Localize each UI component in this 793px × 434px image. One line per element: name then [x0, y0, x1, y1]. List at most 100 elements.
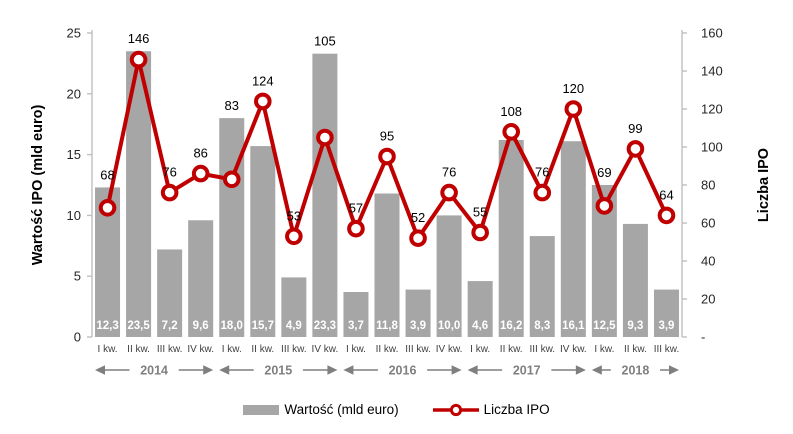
right-axis-tick-label: 140 — [701, 64, 723, 79]
year-arrowhead-right-icon — [451, 365, 462, 375]
bar-value-label: 7,2 — [162, 320, 178, 332]
bar-value-label: 8,3 — [534, 320, 550, 332]
left-axis-tick-label: 25 — [67, 26, 81, 41]
quarter-label: I kw. — [98, 344, 118, 355]
bar-value-label: 18,0 — [221, 320, 243, 332]
year-label: 2014 — [140, 364, 168, 378]
bar — [467, 281, 493, 337]
bar — [436, 215, 462, 337]
line-value-labels: 68 146 76 86 83 124 53 105 57 95 52 76 55 108 76 120 69 9… — [100, 31, 673, 225]
bar-value-label: 15,7 — [252, 320, 274, 332]
line-marker — [502, 123, 521, 141]
line-value-label: 57 — [349, 201, 363, 216]
bar — [157, 249, 183, 337]
line-marker — [564, 100, 583, 118]
line-marker — [285, 227, 303, 246]
bar — [653, 289, 679, 337]
bar — [250, 146, 276, 337]
bar — [312, 53, 338, 338]
year-arrowhead-right-icon — [575, 365, 586, 375]
line-marker — [129, 50, 148, 69]
left-axis-tick-label: 20 — [67, 86, 81, 101]
quarter-label: I kw. — [594, 344, 614, 355]
year-arrowhead-right-icon — [327, 365, 338, 375]
bar — [374, 193, 400, 337]
line-value-label: 86 — [193, 146, 207, 161]
bar-value-label: 10,0 — [438, 320, 460, 332]
year-label: 2017 — [513, 364, 541, 378]
quarter-label: I kw. — [470, 344, 490, 355]
line-value-label: 76 — [442, 165, 456, 180]
line-value-label: 124 — [252, 73, 274, 88]
bar-value-label: 16,2 — [500, 320, 522, 332]
quarter-label: IV kw. — [560, 344, 587, 355]
right-axis-tick-label: 160 — [701, 26, 723, 41]
line-marker — [471, 223, 489, 242]
bar-value-label: 9,6 — [193, 320, 209, 332]
bar — [343, 292, 369, 337]
bars-series — [95, 51, 679, 338]
left-axis-tick-label: 0 — [74, 330, 81, 345]
quarter-label: II kw. — [127, 344, 150, 355]
quarter-label: IV kw. — [436, 344, 463, 355]
year-arrowhead-right-icon — [669, 365, 679, 375]
bar — [281, 277, 307, 337]
line-value-label: 99 — [628, 121, 642, 136]
line-value-label: 83 — [225, 98, 239, 113]
bar — [498, 140, 524, 337]
bar-value-label: 12,5 — [593, 320, 616, 332]
bar-value-label: 11,8 — [376, 320, 398, 332]
year-arrowhead-left-icon — [343, 365, 354, 375]
bar — [560, 141, 586, 337]
quarter-label: II kw. — [624, 344, 647, 355]
line-value-label: 52 — [411, 210, 425, 225]
line-value-label: 146 — [128, 31, 150, 46]
quarter-label: III kw. — [654, 344, 680, 355]
line-marker — [253, 92, 272, 111]
bar — [405, 289, 431, 337]
quarter-label: IV kw. — [187, 344, 214, 355]
year-label: 2015 — [264, 364, 292, 378]
quarter-label: IV kw. — [312, 344, 339, 355]
line-marker — [626, 140, 645, 158]
right-axis-tick-label: 20 — [701, 292, 715, 307]
right-axis-tick-label: 80 — [701, 178, 715, 193]
year-arrowhead-left-icon — [219, 365, 230, 375]
bar-value-labels: 12,3 23,5 7,2 9,6 18,0 15,7 4,9 23,3 3,7 11,8 3,9 1… — [96, 320, 674, 332]
quarter-label: III kw. — [529, 344, 555, 355]
legend-item-value: Wartość (mld euro) — [243, 402, 399, 417]
bar — [219, 118, 245, 338]
line-marker — [595, 197, 614, 215]
quarter-label: III kw. — [405, 344, 431, 355]
bar-value-label: 23,3 — [314, 320, 336, 332]
left-axis-tick-label: 15 — [67, 147, 81, 162]
year-groups: 2014 2015 2016 2017 2018 — [95, 364, 679, 378]
bar-value-label: 12,3 — [96, 320, 118, 332]
bar — [622, 223, 648, 337]
line-marker — [160, 183, 179, 202]
bar-value-label: 3,9 — [410, 320, 426, 332]
bar — [529, 236, 555, 337]
right-axis-tick-label: 40 — [701, 254, 715, 269]
right-axis-tick-label: 120 — [701, 102, 723, 117]
line-value-label: 95 — [380, 129, 394, 144]
line-marker — [347, 219, 365, 238]
line-marker — [657, 206, 676, 225]
line-marker — [98, 199, 117, 217]
year-arrowhead-left-icon — [591, 365, 602, 375]
line-marker — [191, 164, 210, 183]
quarter-label: II kw. — [251, 344, 274, 355]
line-value-label: 68 — [100, 167, 114, 182]
quarter-label: II kw. — [500, 344, 523, 355]
line-marker — [222, 170, 241, 189]
quarter-label: I kw. — [346, 344, 366, 355]
line-marker — [378, 147, 396, 166]
category-labels: I kw. II kw. III kw. IV kw. I kw. II kw. III k… — [98, 344, 680, 355]
bar-value-label: 16,1 — [562, 320, 585, 332]
line-value-label: 69 — [597, 165, 611, 180]
line-value-label: 108 — [500, 104, 522, 119]
legend-label-value: Wartość (mld euro) — [284, 402, 399, 417]
